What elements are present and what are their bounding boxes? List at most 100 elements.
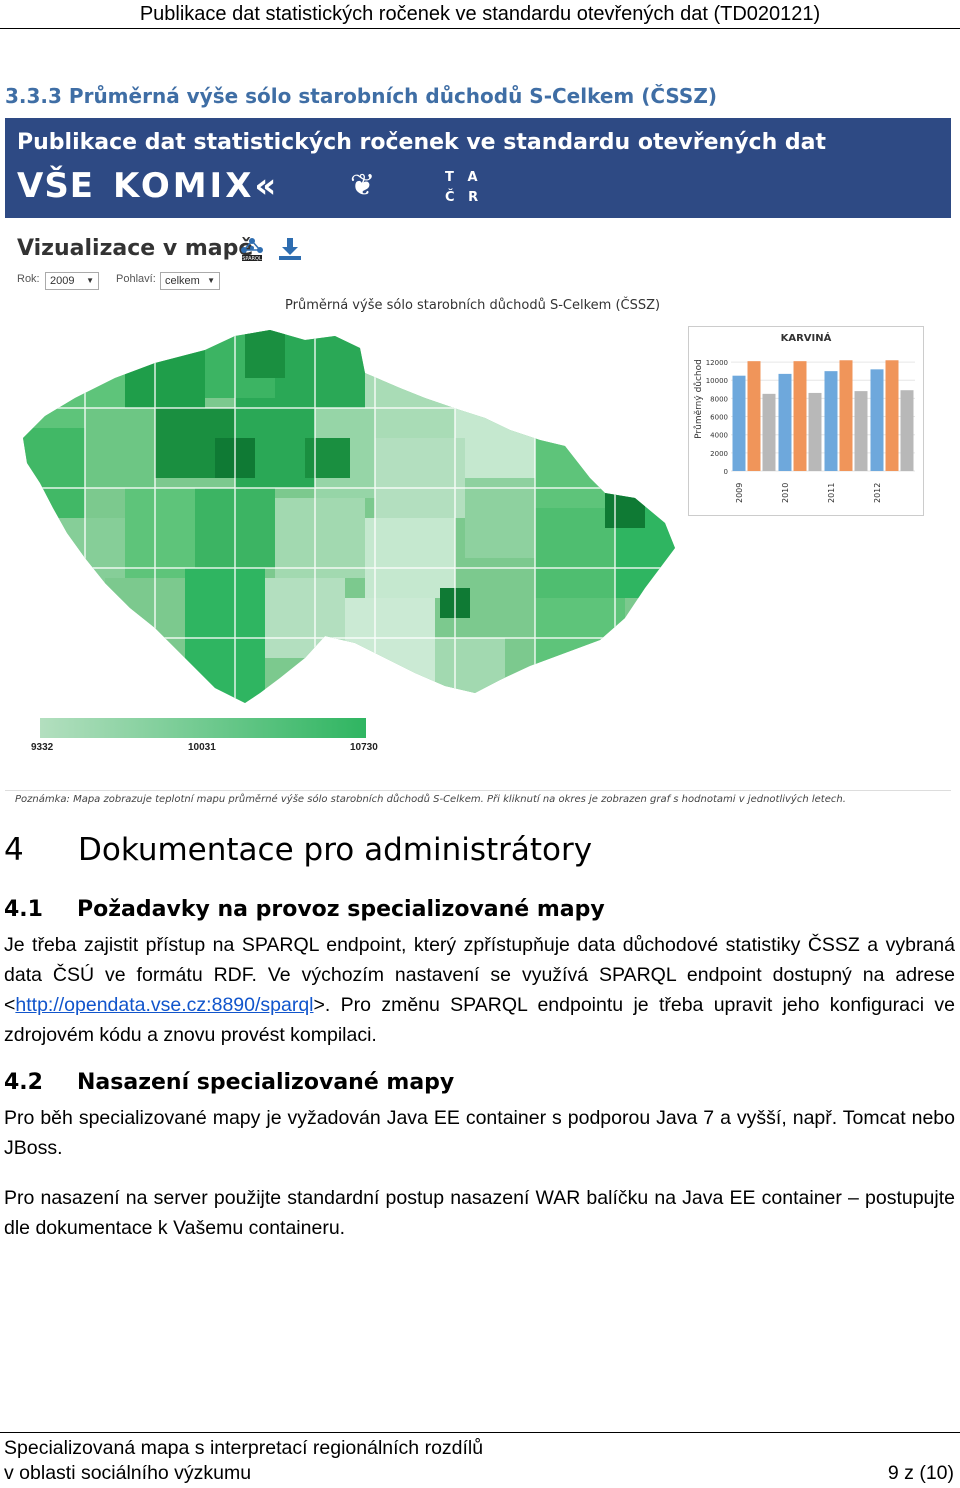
section-4-2-paragraph-2: Pro nasazení na server použijte standard… (4, 1187, 955, 1239)
district (465, 478, 535, 558)
tacr-r: R (468, 190, 479, 205)
gender-label: Pohlaví: (116, 273, 156, 285)
viz-title: Vizualizace v mapě (17, 236, 254, 261)
district (375, 438, 465, 518)
chapter-title: Dokumentace pro administrátory (78, 832, 593, 868)
district (365, 518, 455, 598)
district-bar-chart: KARVINÁ Průměrný důchod 0 2000 4000 6000 800… (688, 326, 924, 516)
bar (839, 360, 853, 471)
district (275, 330, 365, 408)
bar (808, 392, 822, 471)
banner-title: Publikace dat statistických ročenek ve s… (17, 130, 827, 155)
year-label: Rok: (17, 273, 40, 285)
section-4-1-paragraph: Je třeba zajistit přístup na SPARQL endp… (4, 930, 955, 1050)
district (105, 578, 185, 668)
sparql-icon[interactable]: SPARQL (239, 236, 265, 262)
paragraph-text: >. Pro změnu SPARQL endpointu je třeba u… (4, 994, 955, 1046)
chevron-down-icon: ▼ (207, 276, 215, 285)
gender-value: celkem (165, 275, 200, 287)
map-note: Poznámka: Mapa zobrazuje teplotní mapu p… (15, 794, 846, 805)
year-value: 2009 (50, 275, 75, 287)
district (435, 638, 505, 698)
section-title: Průměrná výše sólo starobních důchodů S-… (68, 84, 717, 108)
bar (747, 361, 761, 471)
x-tick-label: 2010 (781, 483, 790, 503)
sparql-endpoint-link[interactable]: http://opendata.vse.cz:8890/sparql (15, 994, 314, 1016)
district (535, 418, 615, 508)
choropleth-map (23, 330, 675, 703)
divider (5, 790, 951, 791)
sparql-badge: SPARQL (242, 256, 262, 262)
tacr-t: T (445, 170, 454, 185)
bar (732, 375, 746, 471)
bar (900, 390, 914, 471)
bar (870, 369, 884, 471)
district (305, 438, 350, 478)
district (365, 358, 455, 438)
chart-title: KARVINÁ (781, 331, 832, 344)
map-title: Průměrná výše sólo starobních důchodů S-… (285, 298, 661, 313)
x-tick-label: 2012 (873, 483, 882, 503)
download-icon[interactable] (277, 236, 303, 262)
section-4-2-heading: 4.2 Nasazení specializované mapy (4, 1070, 454, 1095)
chevron-down-icon: ▼ (86, 276, 94, 285)
footer-line-2: v oblasti sociálního výzkumu (4, 1462, 252, 1484)
section-4-2-paragraph-1: Pro běh specializované mapy je vyžadován… (4, 1107, 955, 1159)
section-4-2-number: 4.2 (4, 1070, 43, 1095)
legend-gradient (40, 718, 366, 738)
district (125, 330, 205, 408)
district (85, 408, 155, 488)
district (275, 498, 365, 578)
page-number: 9 z (10) (887, 1462, 954, 1484)
district (535, 508, 615, 598)
tacr-logo: T A Č R (445, 168, 485, 208)
map-app-screenshot: Publikace dat statistických ročenek ve s… (5, 118, 951, 810)
bar (762, 393, 776, 471)
app-banner: Publikace dat statistických ročenek ve s… (5, 118, 951, 218)
y-tick-label: 12000 (706, 359, 728, 367)
gender-select[interactable]: celkem ▼ (160, 272, 220, 290)
legend-max: 10730 (350, 742, 378, 753)
y-tick-label: 2000 (710, 450, 728, 458)
x-tick-label: 2011 (827, 483, 836, 503)
district (245, 330, 285, 378)
komix-logo: KOMIX« (113, 166, 280, 206)
tacr-a: A (467, 170, 478, 185)
bar (885, 360, 899, 471)
section-number: 3.3.3 (5, 84, 62, 108)
section-4-1-title: Požadavky na provoz specializované mapy (77, 897, 605, 922)
district (605, 493, 645, 528)
bar (778, 373, 792, 471)
district (125, 488, 195, 578)
chart-ylabel: Průměrný důchod (693, 359, 704, 439)
y-tick-label: 10000 (706, 377, 728, 385)
footer-title: Specializovaná mapa s interpretací regio… (4, 1436, 483, 1486)
tacr-c: Č (445, 190, 455, 205)
vse-logo: VŠE (17, 166, 95, 206)
y-tick-label: 8000 (710, 395, 728, 403)
district (455, 388, 535, 478)
district (345, 598, 435, 688)
district (265, 578, 345, 658)
y-tick-label: 0 (724, 468, 728, 476)
district (23, 428, 85, 518)
chapter-number: 4 (4, 832, 24, 868)
year-select[interactable]: 2009 ▼ (45, 272, 99, 290)
section-heading: 3.3.3 Průměrná výše sólo starobních důch… (5, 84, 717, 108)
x-tick-label: 2009 (735, 483, 744, 503)
paragraph-text: Je třeba zajistit přístup na SPARQL endp… (4, 934, 955, 1016)
bar (793, 361, 807, 471)
footer-line-1: Specializovaná mapa s interpretací regio… (4, 1437, 484, 1459)
y-tick-label: 6000 (710, 414, 728, 422)
running-header: Publikace dat statistických ročenek ve s… (0, 0, 960, 29)
section-4-2-title: Nasazení specializované mapy (77, 1070, 455, 1095)
legend-min: 9332 (31, 742, 54, 753)
district (615, 478, 675, 598)
section-4-1-number: 4.1 (4, 897, 43, 922)
section-4-1-heading: 4.1 Požadavky na provoz specializované ma… (4, 897, 605, 922)
bar (824, 371, 838, 471)
chapter-heading: 4 Dokumentace pro administrátory (4, 832, 592, 868)
legend-mid: 10031 (188, 742, 216, 753)
footer-divider (0, 1432, 960, 1433)
bar (854, 391, 868, 471)
